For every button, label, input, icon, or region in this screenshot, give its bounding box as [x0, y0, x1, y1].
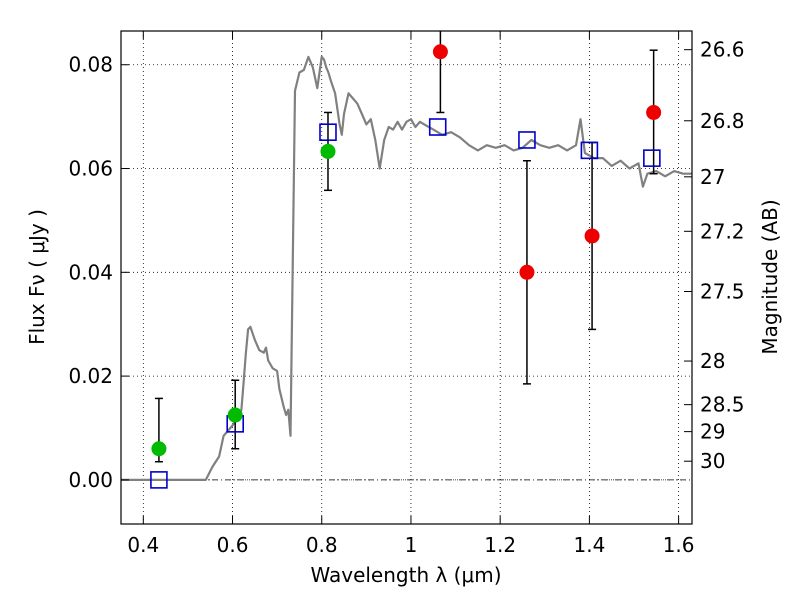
square-marker — [518, 131, 536, 149]
circle-marker — [519, 264, 535, 280]
square-marker — [150, 471, 168, 489]
error-bars — [154, 31, 658, 463]
right-tick-label: 28 — [700, 349, 725, 373]
circle-marker — [646, 104, 662, 120]
x-axis-label: Wavelength λ (μm) — [310, 563, 501, 587]
x-tick-label: 1.4 — [573, 533, 605, 557]
x-tick-labels: 0.4 0.6 0.8 1 1.2 1.4 1.6 — [127, 533, 694, 557]
right-tick-label: 27.5 — [700, 280, 745, 304]
grid-lines — [121, 31, 692, 524]
spectrum-line — [121, 55, 692, 481]
x-tick-label: 1 — [405, 533, 418, 557]
y-tick-label: 0.02 — [68, 364, 113, 388]
y-tick-label: 0.00 — [68, 468, 113, 492]
right-tick-label: 26.6 — [700, 38, 745, 62]
circle-marker — [432, 44, 448, 60]
x-tick-label: 0.8 — [306, 533, 338, 557]
right-tick-label: 30 — [700, 449, 725, 473]
y-tick-label: 0.06 — [68, 157, 113, 181]
square-marker — [580, 141, 599, 160]
right-tick-label: 27.2 — [700, 219, 745, 243]
square-marker — [643, 149, 661, 167]
circle-marker — [584, 228, 600, 244]
right-axis-label: Magnitude (AB) — [758, 199, 782, 354]
circle-marker — [151, 441, 167, 457]
square-marker — [319, 123, 337, 141]
y-tick-label: 0.04 — [68, 260, 113, 284]
right-tick-label: 28.5 — [700, 393, 745, 417]
x-tick-label: 0.6 — [217, 533, 249, 557]
y-tick-label: 0.08 — [68, 53, 113, 77]
circle-marker — [227, 407, 243, 423]
circle-marker — [320, 143, 336, 159]
x-tick-label: 0.4 — [127, 533, 159, 557]
right-tick-label: 29 — [700, 420, 725, 444]
y-tick-labels: 0.00 0.02 0.04 0.06 0.08 — [68, 53, 113, 492]
right-tick-labels: 26.6 26.8 27 27.2 27.5 28 28.5 29 30 — [700, 38, 745, 474]
right-tick-label: 26.8 — [700, 109, 745, 133]
plot-frame — [120, 30, 693, 525]
x-tick-label: 1.6 — [663, 533, 695, 557]
right-tick-label: 27 — [700, 165, 725, 189]
square-marker — [428, 118, 447, 136]
data-markers — [150, 44, 662, 489]
axis-ticks — [121, 31, 692, 524]
x-tick-label: 1.2 — [484, 533, 516, 557]
y-axis-label: Flux Fν ( μJy ) — [25, 209, 49, 345]
template-spectrum — [121, 55, 692, 481]
